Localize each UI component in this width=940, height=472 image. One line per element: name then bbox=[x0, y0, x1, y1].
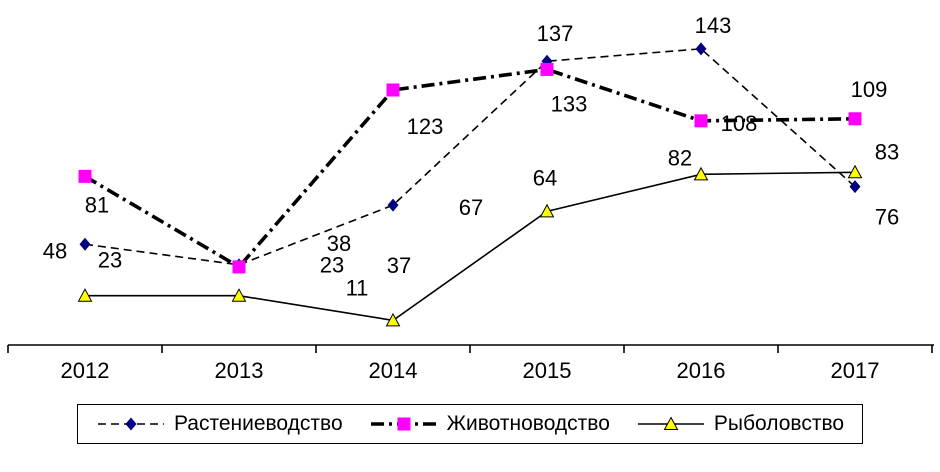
legend-item-fishing: Рыболовство bbox=[636, 412, 844, 436]
marker-livestock-2014-square-icon bbox=[386, 83, 400, 97]
marker-fishing-2017-triangle-icon bbox=[847, 164, 863, 179]
data-label-livestock-2013: 37 bbox=[387, 253, 411, 278]
x-axis-label-2014: 2014 bbox=[369, 358, 418, 383]
marker-fishing-2014-triangle-icon bbox=[385, 312, 401, 327]
data-label-crops-2012: 48 bbox=[43, 238, 67, 263]
data-label-livestock-2015: 133 bbox=[551, 91, 588, 116]
data-label-livestock-2016: 108 bbox=[721, 111, 758, 136]
series-line-crops bbox=[84, 48, 856, 266]
x-axis-label-2016: 2016 bbox=[677, 358, 726, 383]
marker-fishing-2012-triangle-icon bbox=[77, 288, 93, 302]
x-axis-label-2012: 2012 bbox=[61, 358, 110, 383]
marker-crops-2016-diamond-icon bbox=[695, 42, 707, 56]
data-label-livestock-2014: 123 bbox=[407, 114, 444, 139]
marker-livestock-2013-square-icon bbox=[232, 260, 246, 274]
marker-crops-2017-diamond-icon bbox=[849, 180, 861, 194]
data-label-fishing-2016: 82 bbox=[668, 145, 692, 170]
legend-label-livestock: Животноводство bbox=[446, 412, 610, 435]
marker-livestock-2016-square-icon bbox=[694, 114, 708, 128]
legend-marker-crops-icon bbox=[125, 417, 137, 431]
data-label-livestock-2017: 109 bbox=[851, 77, 888, 102]
data-label-fishing-2013: 23 bbox=[320, 253, 344, 278]
series-line-fishing bbox=[85, 171, 856, 322]
line-chart-plot: 2012 2013 2014 2015 2016 2017 48 38 67 137 143 76 81… bbox=[7, 13, 934, 383]
legend-marker-livestock-icon bbox=[397, 417, 411, 431]
x-axis-label-2017: 2017 bbox=[831, 358, 880, 383]
legend-label-crops: Растениеводство bbox=[173, 412, 343, 435]
data-label-fishing-2017: 83 bbox=[875, 139, 899, 164]
data-label-crops-2017: 76 bbox=[875, 205, 899, 230]
marker-livestock-2017-square-icon bbox=[848, 112, 862, 126]
data-label-fishing-2015: 64 bbox=[533, 165, 557, 190]
legend: Растениеводство Животноводство Рыболовство bbox=[76, 404, 864, 444]
legend-item-crops: Растениеводство bbox=[96, 412, 343, 436]
legend-sample-livestock bbox=[370, 417, 437, 431]
data-label-crops-2015: 137 bbox=[537, 21, 574, 46]
marker-crops-2012-diamond-icon bbox=[79, 237, 91, 251]
data-label-livestock-2012: 81 bbox=[85, 192, 109, 217]
x-axis-label-2015: 2015 bbox=[523, 358, 572, 383]
data-label-fishing-2012: 23 bbox=[98, 248, 122, 273]
marker-livestock-2015-square-icon bbox=[540, 62, 554, 76]
marker-fishing-2015-triangle-icon bbox=[539, 203, 555, 218]
series-line-livestock bbox=[84, 67, 856, 270]
data-label-crops-2013: 38 bbox=[327, 231, 351, 256]
legend-label-fishing: Рыболовство bbox=[713, 412, 845, 435]
marker-fishing-2016-triangle-icon bbox=[693, 166, 709, 181]
marker-livestock-2012-square-icon bbox=[78, 169, 92, 183]
marker-crops-2014-diamond-icon bbox=[387, 198, 399, 212]
legend-item-livestock: Животноводство bbox=[369, 412, 610, 436]
marker-fishing-2013-triangle-icon bbox=[231, 288, 247, 302]
x-axis-label-2013: 2013 bbox=[215, 358, 264, 383]
legend-marker-fishing-icon bbox=[663, 416, 679, 430]
data-label-crops-2016: 143 bbox=[695, 13, 732, 38]
data-label-fishing-2014: 11 bbox=[346, 275, 369, 300]
data-label-crops-2014: 67 bbox=[459, 195, 483, 220]
legend-sample-crops bbox=[97, 417, 164, 431]
legend-sample-fishing bbox=[637, 416, 704, 430]
